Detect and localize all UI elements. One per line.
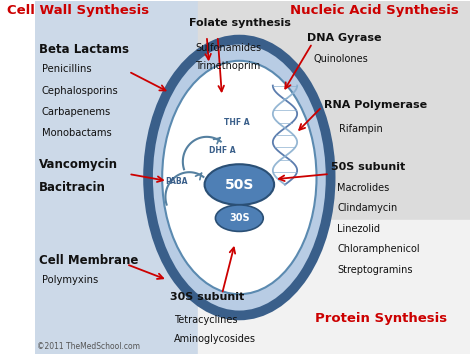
Text: Rifampin: Rifampin [339,125,383,135]
Text: 50S subunit: 50S subunit [331,162,405,171]
Text: Macrolides: Macrolides [337,183,390,193]
Text: Linezolid: Linezolid [337,224,380,234]
Bar [198,220,470,354]
Text: Monobactams: Monobactams [42,128,111,138]
Ellipse shape [162,61,317,294]
Text: Cell Membrane: Cell Membrane [39,253,139,267]
Ellipse shape [205,164,274,205]
Text: RNA Polymerase: RNA Polymerase [324,100,427,110]
Text: Tetracyclines: Tetracyclines [174,315,237,326]
Text: Trimethoprim: Trimethoprim [195,61,260,71]
Text: Cell Wall Synthesis: Cell Wall Synthesis [8,4,150,17]
Text: Nucleic Acid Synthesis: Nucleic Acid Synthesis [290,4,458,17]
Text: Bacitracin: Bacitracin [39,181,106,194]
Text: Streptogramins: Streptogramins [337,265,413,275]
Bar [35,1,198,354]
Text: Cephalosporins: Cephalosporins [42,86,118,95]
Ellipse shape [148,40,331,315]
Text: Chloramphenicol: Chloramphenicol [337,244,420,254]
Text: 50S: 50S [225,178,254,192]
Text: ©2011 TheMedSchool.com: ©2011 TheMedSchool.com [37,342,140,351]
Text: Folate synthesis: Folate synthesis [189,18,291,28]
Text: Clindamycin: Clindamycin [337,203,397,213]
Text: Aminoglycosides: Aminoglycosides [174,334,256,344]
Text: Beta Lactams: Beta Lactams [39,43,129,56]
Text: PABA: PABA [165,176,188,186]
Text: DHF A: DHF A [209,147,236,155]
Ellipse shape [216,205,263,231]
Bar [198,1,470,220]
Text: Polymyxins: Polymyxins [42,275,98,285]
Text: Sulfonamides: Sulfonamides [195,43,261,53]
Text: Carbapenems: Carbapenems [42,107,111,117]
Text: DNA Gyrase: DNA Gyrase [307,33,381,43]
Text: 30S subunit: 30S subunit [170,293,244,302]
Text: Quinolones: Quinolones [313,54,368,64]
Text: Protein Synthesis: Protein Synthesis [315,312,447,325]
Text: Vancomycin: Vancomycin [39,158,118,171]
Text: THF A: THF A [224,118,250,127]
Text: Penicillins: Penicillins [42,64,91,74]
Text: 30S: 30S [229,213,250,223]
